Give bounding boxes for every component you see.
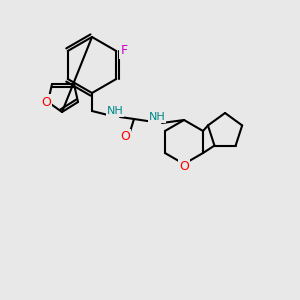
Text: O: O bbox=[120, 130, 130, 143]
Text: F: F bbox=[121, 44, 128, 58]
Text: O: O bbox=[179, 160, 189, 173]
Text: NH: NH bbox=[148, 112, 165, 122]
Text: O: O bbox=[41, 95, 51, 109]
Text: NH: NH bbox=[106, 106, 123, 116]
